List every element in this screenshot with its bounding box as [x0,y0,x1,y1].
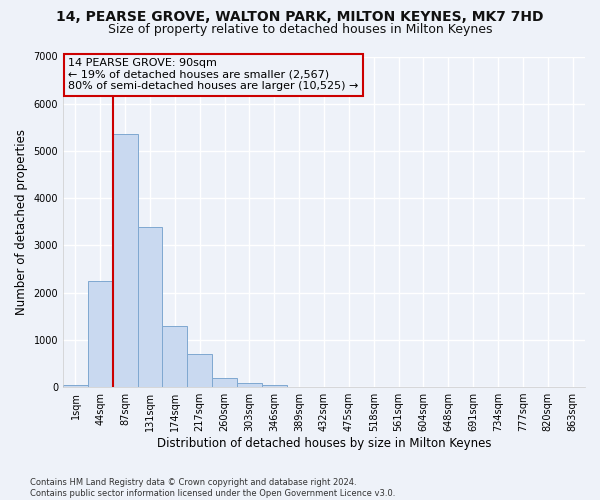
X-axis label: Distribution of detached houses by size in Milton Keynes: Distribution of detached houses by size … [157,437,491,450]
Text: Size of property relative to detached houses in Milton Keynes: Size of property relative to detached ho… [108,22,492,36]
Bar [88,281,113,387]
Text: 14, PEARSE GROVE, WALTON PARK, MILTON KEYNES, MK7 7HD: 14, PEARSE GROVE, WALTON PARK, MILTON KE… [56,10,544,24]
Bar [262,385,287,387]
Text: 14 PEARSE GROVE: 90sqm
← 19% of detached houses are smaller (2,567)
80% of semi-: 14 PEARSE GROVE: 90sqm ← 19% of detached… [68,58,359,92]
Bar [113,134,137,387]
Bar [163,326,187,387]
Bar [237,383,262,387]
Text: Contains HM Land Registry data © Crown copyright and database right 2024.
Contai: Contains HM Land Registry data © Crown c… [30,478,395,498]
Y-axis label: Number of detached properties: Number of detached properties [15,129,28,315]
Bar [212,378,237,387]
Bar [63,384,88,387]
Bar [187,354,212,387]
Bar [137,226,163,387]
